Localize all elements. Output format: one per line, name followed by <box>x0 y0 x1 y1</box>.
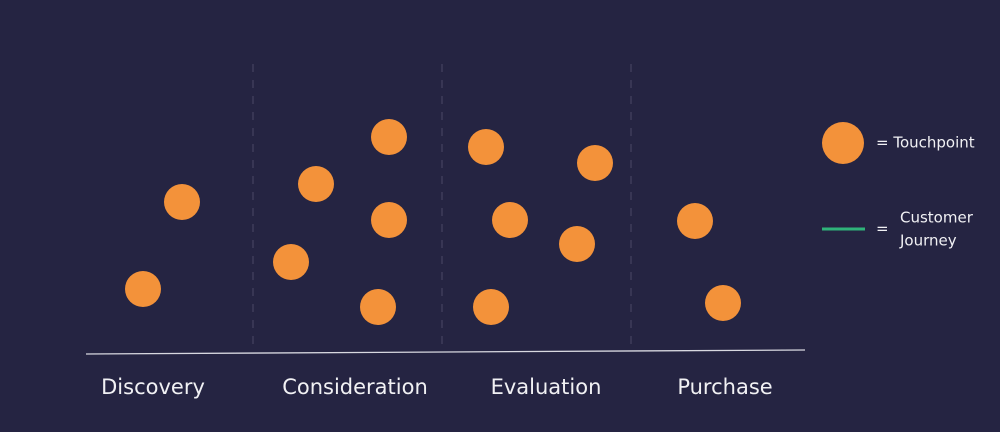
touchpoint-evaluation-1 <box>468 129 504 165</box>
touchpoints-group <box>125 119 741 325</box>
timeline-baseline <box>85 349 806 355</box>
touchpoint-evaluation-2 <box>577 145 613 181</box>
touchpoint-discovery-2 <box>125 271 161 307</box>
journey-legend-label-line2: Journey <box>899 232 957 250</box>
touchpoint-discovery-1 <box>164 184 200 220</box>
touchpoint-consideration-2 <box>298 166 334 202</box>
touchpoint-evaluation-4 <box>559 226 595 262</box>
touchpoint-purchase-1 <box>677 203 713 239</box>
touchpoint-consideration-3 <box>371 202 407 238</box>
stage-label-consideration: Consideration <box>282 375 428 399</box>
stage-dividers <box>252 64 632 352</box>
journey-legend-equals: = <box>876 220 889 238</box>
legend: = Touchpoint = Customer Journey <box>822 122 975 250</box>
journey-legend-label-line1: Customer <box>900 209 974 227</box>
touchpoint-legend-label: = Touchpoint <box>876 134 975 152</box>
stage-label-evaluation: Evaluation <box>491 375 602 399</box>
touchpoint-legend-icon <box>822 122 864 164</box>
touchpoint-purchase-2 <box>705 285 741 321</box>
touchpoint-consideration-1 <box>371 119 407 155</box>
touchpoint-consideration-4 <box>273 244 309 280</box>
touchpoint-evaluation-5 <box>473 289 509 325</box>
stage-label-discovery: Discovery <box>101 375 205 399</box>
touchpoint-consideration-5 <box>360 289 396 325</box>
stage-label-purchase: Purchase <box>677 375 772 399</box>
touchpoint-evaluation-3 <box>492 202 528 238</box>
